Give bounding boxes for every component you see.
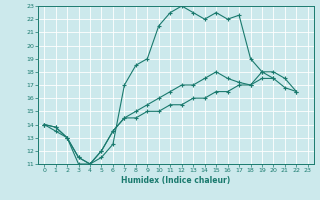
- X-axis label: Humidex (Indice chaleur): Humidex (Indice chaleur): [121, 176, 231, 185]
